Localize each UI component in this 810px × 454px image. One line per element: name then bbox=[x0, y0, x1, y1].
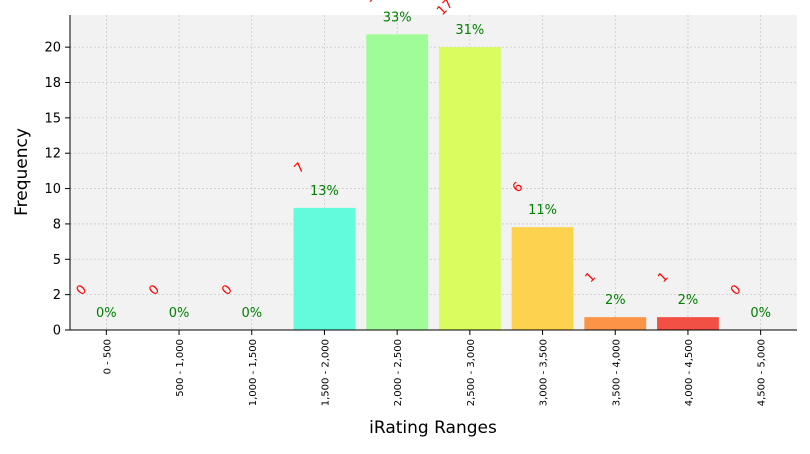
x-tick-label: 2,000 - 2,500 bbox=[393, 339, 404, 406]
bars bbox=[293, 34, 719, 331]
x-tick-label: 500 - 1,000 bbox=[175, 339, 186, 397]
bar-percent-label: 0% bbox=[241, 306, 262, 321]
bar-percent-label: 0% bbox=[750, 306, 771, 321]
bar-percent-label: 31% bbox=[455, 23, 484, 38]
bar bbox=[657, 317, 719, 330]
x-tick-label: 1,500 - 2,000 bbox=[320, 339, 331, 406]
y-tick-label: 2 bbox=[53, 288, 61, 303]
x-tick-label: 1,000 - 1,500 bbox=[248, 339, 259, 406]
bar bbox=[511, 227, 574, 330]
y-tick-label: 8 bbox=[53, 217, 61, 232]
bar-percent-label: 0% bbox=[169, 306, 190, 321]
y-tick-label: 5 bbox=[53, 253, 61, 268]
bar-percent-label: 11% bbox=[528, 203, 557, 218]
x-tick-label: 2,500 - 3,000 bbox=[466, 339, 477, 406]
bar-percent-label: 13% bbox=[310, 184, 339, 199]
bar-count-label: 18 bbox=[362, 0, 384, 6]
x-tick-label: 3,000 - 3,500 bbox=[539, 339, 550, 406]
x-tick-label: 4,000 - 4,500 bbox=[684, 339, 695, 406]
y-tick-label: 15 bbox=[44, 111, 61, 126]
x-tick-label: 0 - 500 bbox=[102, 339, 113, 374]
y-ticks: 0 2 5 8 10 12 15 18 20 bbox=[44, 41, 70, 339]
plot-area bbox=[70, 15, 797, 330]
bar bbox=[293, 207, 356, 330]
y-tick-label: 10 bbox=[44, 182, 61, 197]
bar-percent-label: 2% bbox=[605, 293, 626, 308]
x-ticks: 0 - 500 500 - 1,000 1,000 - 1,500 1,500 - 2… bbox=[102, 330, 768, 406]
bar bbox=[584, 317, 647, 330]
y-tick-label: 18 bbox=[44, 76, 61, 91]
x-tick-label: 3,500 - 4,000 bbox=[611, 339, 622, 406]
y-tick-label: 12 bbox=[44, 147, 61, 162]
y-tick-label: 0 bbox=[53, 324, 61, 339]
x-tick-label: 4,500 - 5,000 bbox=[757, 339, 768, 406]
bar-percent-label: 0% bbox=[96, 306, 117, 321]
x-axis-title: iRating Ranges bbox=[369, 418, 497, 438]
bar bbox=[438, 47, 501, 331]
bar-percent-label: 33% bbox=[383, 10, 412, 25]
bar bbox=[366, 34, 429, 331]
bar-percent-label: 2% bbox=[678, 293, 699, 308]
y-tick-label: 20 bbox=[44, 41, 61, 56]
y-axis-title: Frequency bbox=[12, 128, 32, 216]
